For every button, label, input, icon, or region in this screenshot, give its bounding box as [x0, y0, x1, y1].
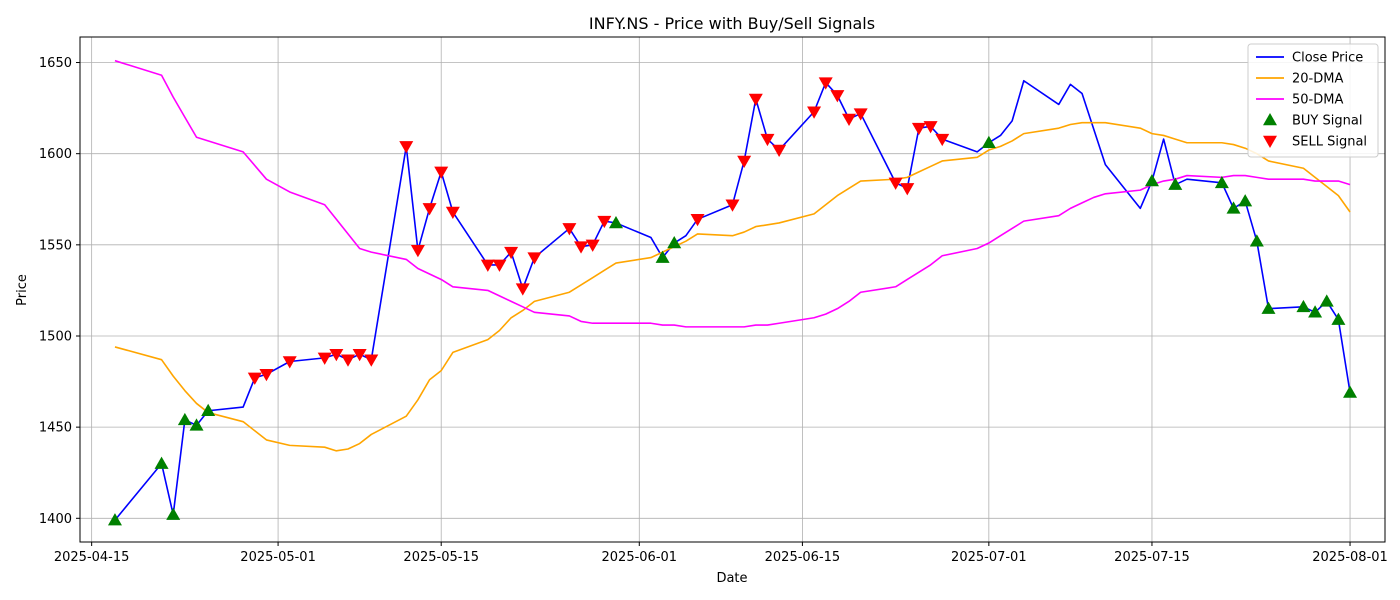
- legend-label: Close Price: [1292, 51, 1363, 66]
- plot-frame: [79, 36, 1386, 543]
- sell-signal-marker: [888, 177, 903, 190]
- buy-signal-marker: [201, 403, 216, 416]
- buy-signal-marker: [667, 236, 682, 249]
- sell-signal-marker: [515, 283, 530, 296]
- 20-dma-line: [114, 121, 1351, 452]
- sell-signal-marker: [574, 241, 589, 254]
- x-tick-label: 2025-07-01: [951, 550, 1027, 565]
- sell-signal-marker: [434, 166, 449, 179]
- buy-signal-marker: [1144, 174, 1159, 187]
- sell-signal-marker: [410, 245, 425, 258]
- signal-markers: [107, 77, 1358, 526]
- buy-signal-marker: [154, 456, 169, 469]
- legend: Close Price 20-DMA 50-DMA BUY Signal SELL Si…: [1247, 43, 1379, 158]
- sell-signal-marker: [772, 144, 787, 158]
- sell-signal-marker: [352, 348, 367, 362]
- sell-signal-marker: [725, 199, 740, 212]
- x-tick-label: 2025-04-15: [54, 550, 130, 565]
- sell-signal-marker: [585, 239, 600, 252]
- 50-dma-line: [114, 59, 1351, 328]
- buy-signal-marker: [1226, 201, 1241, 214]
- buy-signal-marker: [1214, 175, 1229, 189]
- sell-signal-marker: [492, 259, 507, 272]
- sell-signal-marker: [842, 113, 857, 127]
- sell-signal-marker: [737, 155, 752, 168]
- sell-signal-marker: [329, 348, 344, 362]
- sell-signal-marker: [422, 203, 437, 216]
- legend-box: [1247, 43, 1379, 158]
- legend-swatch: [1263, 135, 1277, 148]
- buy-signal-marker: [1319, 294, 1334, 307]
- buy-signal-marker: [107, 513, 122, 526]
- y-tick-label: 1450: [39, 421, 72, 436]
- sell-signal-marker: [562, 223, 577, 236]
- x-tick-label: 2025-05-15: [403, 550, 479, 565]
- sell-signal-marker: [317, 352, 332, 365]
- buy-signal-marker: [166, 507, 181, 520]
- sell-signal-marker: [527, 252, 542, 265]
- sell-signal-marker: [364, 354, 379, 367]
- legend-label: 50-DMA: [1292, 93, 1343, 108]
- axis-ticks: 2025-04-15 2025-05-01 2025-05-15 2025-06-01…: [39, 56, 1388, 565]
- sell-signal-marker: [853, 108, 868, 121]
- y-tick-label: 1650: [39, 56, 72, 71]
- buy-signal-marker: [1261, 301, 1276, 314]
- sell-signal-marker: [445, 206, 460, 220]
- sell-signal-marker: [748, 93, 763, 106]
- x-tick-label: 2025-08-01: [1312, 550, 1388, 565]
- buy-signal-marker: [1249, 234, 1264, 247]
- sell-signal-marker: [760, 133, 775, 147]
- buy-signal-marker: [1296, 299, 1311, 313]
- buy-signal-marker: [1308, 305, 1323, 318]
- sell-signal-marker: [259, 369, 274, 382]
- sell-signal-marker: [597, 215, 612, 229]
- buy-signal-marker: [608, 215, 623, 229]
- y-tick-label: 1400: [39, 512, 72, 527]
- sell-signal-marker: [690, 214, 705, 227]
- x-tick-label: 2025-06-15: [765, 550, 841, 565]
- buy-signal-marker: [655, 250, 670, 263]
- sell-signal-marker: [504, 246, 519, 260]
- sell-signal-marker: [247, 372, 262, 385]
- sell-signal-marker: [923, 121, 938, 134]
- sell-signal-marker: [900, 183, 915, 196]
- y-tick-label: 1550: [39, 238, 72, 253]
- y-axis-title: Price: [15, 274, 30, 306]
- buy-signal-marker: [981, 135, 996, 148]
- sell-signal-marker: [480, 259, 495, 272]
- sell-signal-marker: [340, 354, 355, 367]
- chart-title: INFY.NS - Price with Buy/Sell Signals: [589, 14, 875, 33]
- buy-signal-marker: [189, 418, 204, 431]
- buy-signal-marker: [1238, 194, 1253, 207]
- sell-signal-marker: [830, 90, 845, 103]
- buy-signal-marker: [1331, 312, 1346, 325]
- sell-signal-marker: [911, 122, 926, 136]
- sell-signal-marker: [807, 106, 822, 119]
- sell-signal-marker: [399, 141, 414, 154]
- x-tick-label: 2025-05-01: [240, 550, 316, 565]
- y-tick-label: 1500: [39, 329, 72, 344]
- x-tick-label: 2025-07-15: [1114, 550, 1190, 565]
- legend-swatch: [1263, 113, 1277, 126]
- y-tick-label: 1600: [39, 147, 72, 162]
- buy-signal-marker: [1343, 385, 1358, 398]
- legend-label: SELL Signal: [1292, 135, 1367, 150]
- sell-signal-marker: [935, 133, 950, 147]
- sell-signal-marker: [282, 356, 297, 369]
- buy-signal-marker: [177, 412, 192, 426]
- legend-label: 20-DMA: [1292, 72, 1343, 87]
- sell-signal-marker: [818, 77, 833, 90]
- legend-label: BUY Signal: [1292, 114, 1362, 129]
- buy-signal-marker: [1168, 177, 1183, 190]
- x-axis-title: Date: [716, 571, 747, 586]
- x-tick-label: 2025-06-01: [602, 550, 678, 565]
